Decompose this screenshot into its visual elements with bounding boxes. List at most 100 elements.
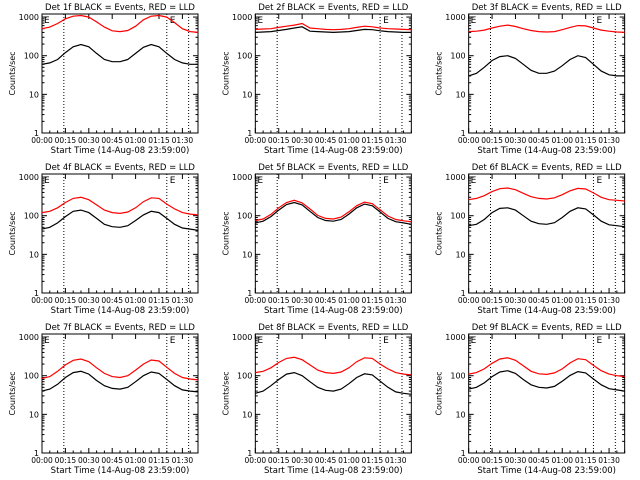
x-axis-label: Start Time (14-Aug-08 23:59:00) [477,466,616,476]
y-tick-label: 100 [450,52,465,61]
x-tick-label: 00:15 [481,296,503,305]
y-tick-label: 10 [242,250,252,259]
x-tick-label: 00:15 [268,456,290,465]
lld-series-line [468,187,625,202]
x-tick-label: 00:15 [55,296,77,305]
plot-frame [254,173,412,294]
y-tick-label: 1000 [445,333,465,342]
detector-panel-3: Det 3f BLACK = Events, RED = LLD E E 1 10 100… [435,3,626,156]
corner-mark-left: E [257,16,263,26]
lld-series-line [468,24,625,33]
lld-series-line [255,22,412,31]
y-tick-label: 1000 [19,13,39,22]
events-series-line [255,371,412,395]
plot-frame [41,333,199,454]
corner-mark-right: E [170,176,176,186]
y-tick-label: 1 [34,449,39,458]
y-tick-label: 100 [237,52,252,61]
y-tick-label: 1 [461,289,466,298]
events-series-line [468,370,625,392]
x-tick-label: 00:15 [268,296,290,305]
x-tick-label: 01:00 [338,136,360,145]
panel-title: Det 6f BLACK = Events, RED = LLD [472,163,622,173]
x-tick-label: 00:45 [101,296,123,305]
events-series-line [468,55,625,77]
detector-panel-6: Det 6f BLACK = Events, RED = LLD E E 1 10 100… [435,163,626,316]
plot-frame [468,333,626,454]
lld-series-line [255,199,412,223]
x-tick-label: 01:15 [362,456,384,465]
x-tick-label: 00:00 [31,296,53,305]
y-tick-label: 1000 [19,333,39,342]
y-axis-label: Counts/sec [8,51,17,95]
x-tick-label: 01:15 [148,136,170,145]
x-tick-label: 00:30 [505,136,527,145]
x-axis-label: Start Time (14-Aug-08 23:59:00) [264,466,403,476]
panel-title: Det 5f BLACK = Events, RED = LLD [258,163,408,173]
y-tick-label: 1 [461,449,466,458]
x-tick-label: 00:00 [458,136,480,145]
panel-title: Det 4f BLACK = Events, RED = LLD [45,163,195,173]
y-tick-label: 1000 [232,173,252,182]
corner-mark-right: E [596,176,602,186]
x-tick-label: 01:15 [575,456,597,465]
x-tick-label: 01:30 [598,296,620,305]
detector-panel-9: Det 9f BLACK = Events, RED = LLD E E 1 10 100… [435,323,626,476]
x-tick-label: 01:00 [551,296,573,305]
events-series-line [41,370,199,393]
y-tick-label: 1000 [232,13,252,22]
corner-mark-left: E [471,336,477,346]
x-tick-label: 01:15 [148,456,170,465]
corner-mark-right: E [383,336,389,346]
x-axis-label: Start Time (14-Aug-08 23:59:00) [477,146,616,156]
detector-panel-8: Det 8f BLACK = Events, RED = LLD E E 1 10 100… [221,323,412,476]
y-axis-label: Counts/sec [221,51,230,95]
y-tick-label: 1 [247,449,252,458]
x-tick-label: 00:00 [245,296,267,305]
corner-mark-right: E [596,16,602,26]
y-tick-label: 10 [455,90,465,99]
y-tick-label: 100 [24,212,39,221]
detector-panel-7: Det 7f BLACK = Events, RED = LLD E E 1 10 100… [8,323,199,476]
y-axis-label: Counts/sec [8,211,17,255]
x-tick-label: 00:30 [505,456,527,465]
y-tick-label: 100 [450,372,465,381]
events-series-line [468,207,625,228]
y-axis-label: Counts/sec [221,211,230,255]
x-tick-label: 00:15 [481,456,503,465]
x-tick-label: 01:00 [551,456,573,465]
x-tick-label: 01:15 [575,136,597,145]
x-tick-label: 01:15 [575,296,597,305]
lld-series-line [41,196,199,216]
panel-title: Det 9f BLACK = Events, RED = LLD [472,323,622,333]
corner-mark-right: E [383,176,389,186]
corner-mark-left: E [44,176,50,186]
x-tick-label: 01:00 [125,296,147,305]
x-axis-label: Start Time (14-Aug-08 23:59:00) [264,306,403,316]
x-tick-label: 00:30 [505,296,527,305]
y-tick-label: 10 [29,250,39,259]
y-tick-label: 1 [34,129,39,138]
x-tick-label: 00:00 [245,136,267,145]
corner-mark-left: E [471,16,477,26]
panel-title: Det 8f BLACK = Events, RED = LLD [258,323,408,333]
y-tick-label: 1000 [445,13,465,22]
y-tick-label: 10 [242,410,252,419]
y-tick-label: 100 [237,372,252,381]
x-tick-label: 00:30 [78,136,100,145]
corner-mark-left: E [471,176,477,186]
corner-mark-right: E [383,16,389,26]
x-tick-label: 01:00 [338,456,360,465]
y-tick-label: 100 [450,212,465,221]
y-tick-label: 1 [461,129,466,138]
x-tick-label: 01:00 [338,296,360,305]
x-tick-label: 01:30 [172,456,194,465]
lld-series-line [41,14,199,33]
x-tick-label: 01:30 [598,136,620,145]
x-tick-label: 01:30 [385,456,407,465]
y-axis-label: Counts/sec [435,51,444,95]
events-series-line [255,26,412,34]
x-tick-label: 00:15 [55,456,77,465]
y-tick-label: 10 [455,410,465,419]
lld-series-line [468,357,625,378]
